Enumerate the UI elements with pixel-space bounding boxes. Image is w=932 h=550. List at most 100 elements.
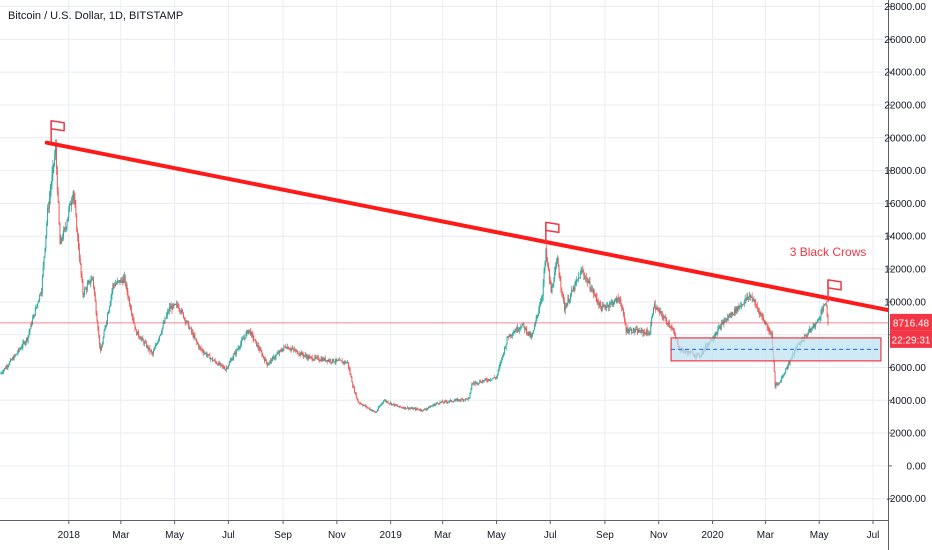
candle-body: [155, 344, 157, 346]
candle-body: [392, 403, 394, 405]
candle-body: [618, 299, 620, 301]
candle-body: [297, 353, 299, 355]
candle-body: [474, 382, 476, 384]
candle-body: [563, 300, 565, 311]
candle-body: [431, 405, 433, 407]
candle-body: [375, 412, 377, 413]
candle-body: [343, 361, 345, 363]
candle-body: [241, 339, 243, 344]
candle-body: [278, 352, 280, 354]
candle-body: [70, 202, 72, 206]
candle-body: [591, 289, 593, 291]
candle-body: [637, 328, 639, 333]
candle-body: [73, 191, 75, 200]
candle-body: [146, 345, 148, 348]
candle-body: [173, 304, 175, 306]
candle-body: [219, 362, 221, 365]
candle-body: [753, 299, 755, 301]
candle-body: [630, 329, 632, 333]
candle-body: [137, 331, 139, 335]
candle-body: [409, 408, 411, 410]
candle-body: [35, 307, 37, 309]
candle-body: [393, 403, 395, 406]
candle-body: [238, 347, 240, 349]
candle-body: [583, 271, 585, 276]
candle-body: [612, 301, 614, 305]
time-axis[interactable]: 2018 Mar May Jul Sep Nov 2019 Mar May Jul Sep Nov 20…: [0, 520, 888, 550]
candle-body: [290, 348, 292, 350]
candle-body: [735, 306, 737, 313]
candle-body: [78, 235, 79, 249]
candle-body: [518, 329, 519, 331]
candle-body: [329, 359, 331, 362]
candle-body: [532, 333, 534, 337]
candle-body: [824, 304, 825, 306]
grid-lines: [0, 0, 888, 520]
candle-body: [459, 400, 461, 402]
candle-body: [332, 358, 334, 362]
candle-body: [733, 314, 735, 316]
candle-body: [637, 329, 639, 333]
candle-body: [64, 228, 66, 229]
candle-body: [667, 322, 669, 325]
candle-body: [87, 282, 89, 285]
candle-body: [544, 262, 546, 271]
candle-body: [209, 354, 211, 360]
candle-body: [248, 329, 250, 334]
candle-body: [421, 410, 423, 412]
countdown-tag: [890, 330, 932, 348]
candle-body: [272, 357, 273, 362]
candle-body: [75, 205, 77, 215]
candle-body: [151, 350, 153, 353]
candle-body: [634, 331, 636, 332]
candle-body: [436, 402, 438, 404]
candle-body: [294, 350, 296, 351]
candle-body: [362, 405, 364, 406]
candle-body: [34, 308, 36, 316]
candle-body: [614, 299, 616, 303]
candle-body: [182, 312, 184, 318]
candle-body: [326, 360, 328, 362]
candle-body: [479, 381, 481, 384]
candle-body: [613, 302, 615, 305]
candle-body: [302, 354, 304, 357]
time-tick-label: Jul: [544, 530, 557, 541]
candle-body: [818, 318, 820, 320]
candle-body: [543, 270, 545, 284]
candle-body: [152, 352, 154, 355]
candle-body: [458, 399, 460, 401]
candle-body: [95, 301, 97, 314]
candle-body: [645, 332, 646, 335]
candle-body: [282, 348, 284, 352]
candle-body: [660, 311, 662, 314]
candle-body: [569, 299, 571, 302]
candle-body: [227, 365, 229, 368]
candle-body: [167, 311, 168, 315]
candle-body: [203, 351, 205, 354]
candle-body: [594, 294, 596, 296]
candle-body: [422, 409, 424, 411]
range-box[interactable]: [670, 337, 882, 362]
candle-body: [39, 294, 41, 301]
candle-body: [574, 282, 576, 290]
candle-body: [312, 359, 314, 361]
candle-body: [164, 318, 166, 323]
candle-body: [585, 277, 586, 279]
candle-body: [717, 329, 719, 334]
candle-body: [819, 317, 821, 319]
candle-body: [576, 280, 578, 283]
candle-body: [629, 329, 631, 332]
trendline[interactable]: [44, 140, 890, 313]
candle-body: [381, 402, 383, 405]
candle-body: [458, 399, 460, 401]
candle-body: [55, 146, 57, 169]
candle-body: [346, 361, 348, 363]
candle-body: [597, 301, 599, 303]
candle-body: [99, 335, 101, 346]
candle-body: [599, 302, 601, 306]
price-axis[interactable]: 28000.00 26000.00 24000.00 22000.00 20000.00…: [884, 0, 932, 550]
candle-body: [140, 338, 142, 340]
candle-body: [342, 361, 344, 363]
candle-body: [468, 397, 470, 399]
